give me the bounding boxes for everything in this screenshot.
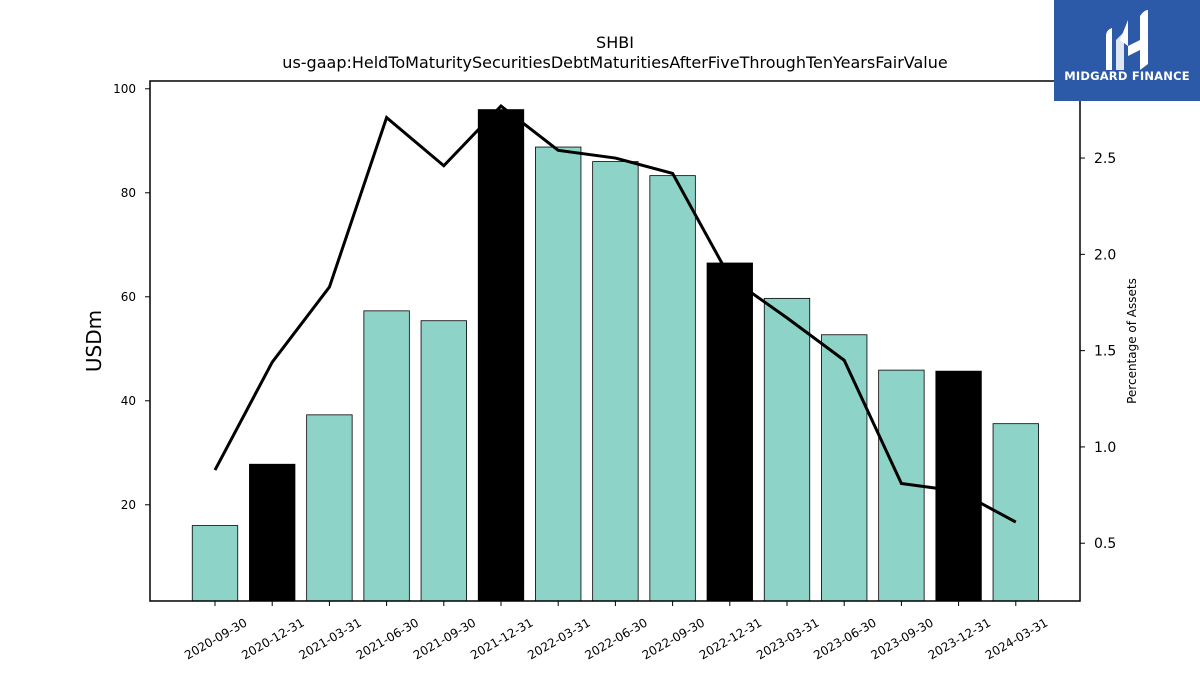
bar-2021-09-30 — [420, 320, 467, 602]
bar-2023-06-30 — [821, 334, 868, 602]
x-tick-label: 2024-03-31 — [983, 615, 1050, 662]
bar-2020-12-31 — [249, 463, 296, 602]
y2-tick-label: 2.5 — [1094, 151, 1116, 167]
bar-2023-03-31 — [763, 297, 811, 602]
y-tick-label: 20 — [121, 498, 136, 512]
bar-2021-03-31 — [306, 414, 353, 602]
x-tick-label: 2022-09-30 — [640, 615, 707, 662]
bar-2023-12-31 — [935, 370, 982, 602]
y2-tick-label: 2.0 — [1094, 247, 1116, 263]
right-axis-ticks: 0.5 1.0 1.5 2.0 2.5 — [1080, 151, 1116, 552]
y-tick-label: 40 — [121, 394, 136, 408]
chart-title: SHBI — [596, 33, 634, 52]
x-tick-label: 2022-06-30 — [582, 615, 649, 662]
x-tick-label: 2021-06-30 — [354, 615, 421, 662]
bar-group — [191, 109, 1039, 602]
y2-tick-label: 0.5 — [1094, 536, 1116, 552]
percentage-line — [213, 104, 1017, 524]
x-axis-ticks: 2020-09-302020-12-312021-03-312021-06-30… — [182, 601, 1050, 662]
x-tick-label: 2021-12-31 — [468, 615, 535, 662]
x-tick-label: 2021-09-30 — [411, 615, 478, 662]
y2-axis-label: Percentage of Assets — [1125, 278, 1139, 404]
bar-2022-12-31 — [706, 262, 753, 602]
logo-text: MIDGARD FINANCE — [1064, 69, 1190, 83]
x-tick-label: 2020-12-31 — [239, 615, 306, 662]
line-group — [213, 104, 1017, 524]
bar-2020-09-30 — [191, 525, 239, 602]
bar-2021-06-30 — [363, 310, 410, 602]
y-tick-label: 60 — [121, 290, 136, 304]
bar-2022-06-30 — [592, 161, 639, 602]
bar-2021-12-31 — [477, 109, 525, 602]
y-tick-label: 100 — [113, 82, 136, 96]
bar-2022-09-30 — [649, 175, 696, 602]
bar-2022-03-31 — [535, 146, 582, 602]
y2-tick-label: 1.0 — [1094, 440, 1116, 456]
y2-tick-label: 1.5 — [1094, 344, 1116, 360]
left-axis-ticks: 20 40 60 80 100 — [113, 82, 150, 512]
midgard-logo-icon — [1106, 10, 1148, 70]
chart-subtitle: us-gaap:HeldToMaturitySecuritiesDebtMatu… — [282, 53, 947, 72]
x-tick-label: 2023-12-31 — [926, 615, 993, 662]
brand-logo: MIDGARD FINANCE — [1054, 0, 1200, 101]
x-tick-label: 2023-03-31 — [754, 615, 821, 662]
y-axis-label: USDm — [82, 310, 106, 372]
x-tick-label: 2021-03-31 — [296, 615, 363, 662]
x-tick-label: 2022-12-31 — [697, 615, 764, 662]
x-tick-label: 2022-03-31 — [525, 615, 592, 662]
x-tick-label: 2023-09-30 — [868, 615, 935, 662]
x-tick-label: 2020-09-30 — [182, 615, 249, 662]
y-tick-label: 80 — [121, 186, 136, 200]
x-tick-label: 2023-06-30 — [811, 615, 878, 662]
